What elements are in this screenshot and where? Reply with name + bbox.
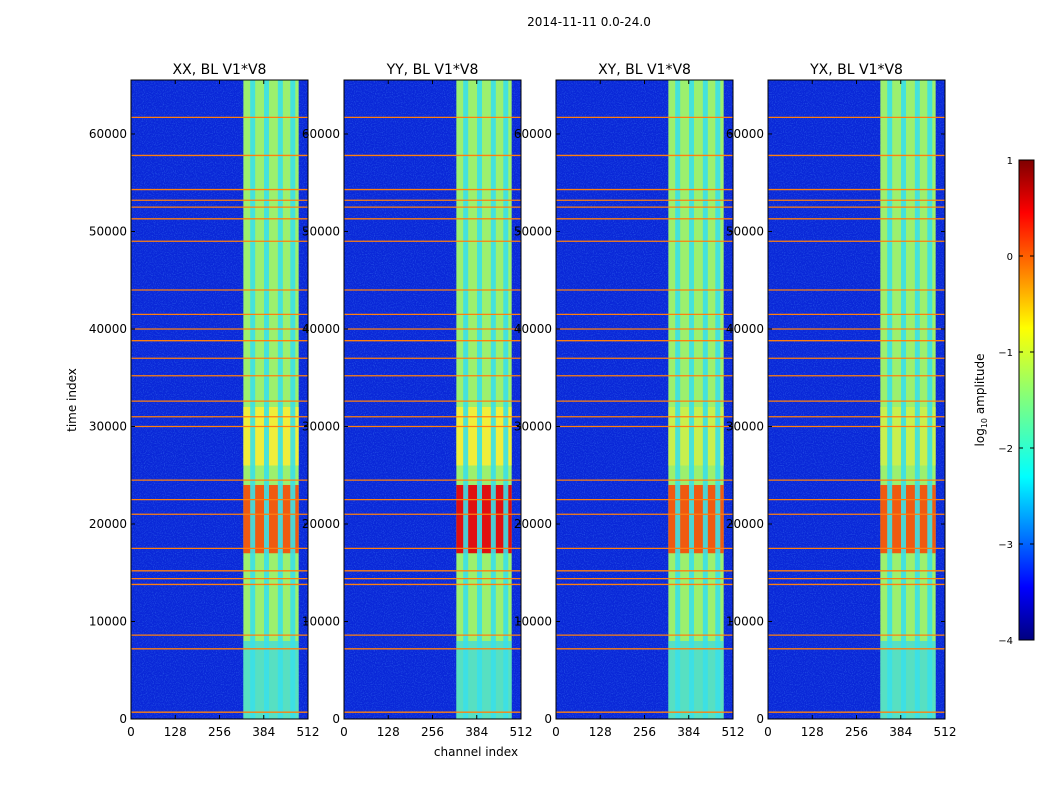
colorbar-ticks: 1 0 −1 −2 −3 −4 xyxy=(998,156,1034,647)
x-tick-label: 256 xyxy=(633,725,656,739)
x-tick-label: 512 xyxy=(934,725,957,739)
x-tick-label: 384 xyxy=(889,725,912,739)
y-tick-label: 40000 xyxy=(514,322,552,336)
channel-gap xyxy=(477,80,483,719)
x-tick-label: 384 xyxy=(252,725,275,739)
y-tick-label: 0 xyxy=(756,712,764,726)
channel-gap xyxy=(715,80,721,719)
y-tick-label: 10000 xyxy=(89,614,127,628)
y-tick-label: 40000 xyxy=(726,322,764,336)
y-tick-label: 60000 xyxy=(89,127,127,141)
panel-xy: XY, BL V1*V8 0 128 256 384 512 0 10000 20000 3000… xyxy=(514,62,745,739)
y-tick-label: 60000 xyxy=(726,127,764,141)
colorbar-label-suffix: amplitude xyxy=(973,354,987,418)
y-tick-label: 40000 xyxy=(89,322,127,336)
y-tick-label: 10000 xyxy=(302,614,340,628)
channel-gap xyxy=(927,80,933,719)
channel-gap xyxy=(490,80,496,719)
channel-gap xyxy=(503,80,509,719)
panel-image xyxy=(768,80,945,719)
panel-title: XY, BL V1*V8 xyxy=(598,62,691,78)
panel-image xyxy=(344,80,521,719)
y-tick-label: 20000 xyxy=(514,517,552,531)
x-tick-label: 0 xyxy=(764,725,772,739)
x-axis-label: channel index xyxy=(434,745,518,759)
y-tick-label: 0 xyxy=(119,712,127,726)
y-tick-label: 30000 xyxy=(302,419,340,433)
x-tick-label: 384 xyxy=(465,725,488,739)
y-tick-label: 60000 xyxy=(302,127,340,141)
x-tick-label: 0 xyxy=(552,725,560,739)
x-tick-label: 256 xyxy=(845,725,868,739)
channel-gap xyxy=(914,80,920,719)
x-tick-label: 256 xyxy=(421,725,444,739)
y-tick-label: 20000 xyxy=(302,517,340,531)
colorbar-tick-label: −1 xyxy=(998,348,1013,359)
x-tick-label: 128 xyxy=(801,725,824,739)
y-tick-label: 10000 xyxy=(726,614,764,628)
panel-image xyxy=(131,80,308,719)
channel-gap xyxy=(463,80,469,719)
channel-gap xyxy=(702,80,708,719)
channel-gap xyxy=(675,80,681,719)
colorbar-tick-label: 0 xyxy=(1007,252,1013,263)
y-tick-label: 0 xyxy=(332,712,340,726)
suptitle: 2014-11-11 0.0-24.0 xyxy=(527,15,651,29)
y-tick-label: 60000 xyxy=(514,127,552,141)
y-tick-label: 30000 xyxy=(89,419,127,433)
x-tick-label: 0 xyxy=(127,725,135,739)
y-tick-label: 10000 xyxy=(514,614,552,628)
x-tick-label: 128 xyxy=(377,725,400,739)
y-tick-label: 50000 xyxy=(89,224,127,238)
channel-gap xyxy=(887,80,893,719)
panel-title: YY, BL V1*V8 xyxy=(386,62,479,78)
channel-gap xyxy=(264,80,270,719)
channel-gap xyxy=(250,80,256,719)
x-tick-label: 128 xyxy=(589,725,612,739)
colorbar-label-subscript: 10 xyxy=(980,418,989,428)
y-tick-label: 0 xyxy=(544,712,552,726)
y-tick-label: 50000 xyxy=(302,224,340,238)
y-axis-label: time index xyxy=(65,368,79,432)
colorbar-tick-label: −2 xyxy=(998,444,1013,455)
channel-gap xyxy=(689,80,695,719)
y-tick-label: 50000 xyxy=(726,224,764,238)
channel-gap xyxy=(277,80,283,719)
panel-image xyxy=(556,80,733,719)
colorbar-gradient xyxy=(1018,159,1035,641)
channel-gap xyxy=(901,80,907,719)
panel-title: YX, BL V1*V8 xyxy=(809,62,903,78)
panel-xx: XX, BL V1*V8 0 128 256 384 512 0 10000 20000 3000… xyxy=(89,62,320,739)
x-tick-label: 512 xyxy=(722,725,745,739)
colorbar-tick-label: 1 xyxy=(1007,156,1013,167)
colorbar-tick-label: −3 xyxy=(998,540,1013,551)
y-tick-label: 30000 xyxy=(514,419,552,433)
x-tick-label: 384 xyxy=(677,725,700,739)
panel-title: XX, BL V1*V8 xyxy=(173,62,267,78)
x-tick-label: 128 xyxy=(164,725,187,739)
colorbar-label-prefix: log xyxy=(973,428,987,446)
panel-yx: YX, BL V1*V8 0 128 256 384 512 0 10000 20000 3000… xyxy=(726,62,957,739)
panel-yy: YY, BL V1*V8 0 128 256 384 512 0 10000 20000 3000… xyxy=(302,62,533,739)
y-tick-label: 20000 xyxy=(89,517,127,531)
x-tick-label: 256 xyxy=(208,725,231,739)
x-tick-label: 0 xyxy=(340,725,348,739)
colorbar-tick-label: −4 xyxy=(998,636,1013,647)
y-tick-label: 40000 xyxy=(302,322,340,336)
colorbar-label: log10 amplitude xyxy=(973,354,989,447)
y-tick-label: 50000 xyxy=(514,224,552,238)
panels: XX, BL V1*V8 0 128 256 384 512 0 10000 20000 3000… xyxy=(89,62,957,739)
y-tick-label: 20000 xyxy=(726,517,764,531)
x-tick-label: 512 xyxy=(510,725,533,739)
colorbar: 10−1−2−3−4 log10 amplitude xyxy=(973,156,1035,647)
y-tick-label: 30000 xyxy=(726,419,764,433)
channel-gap xyxy=(290,80,296,719)
x-tick-label: 512 xyxy=(297,725,320,739)
